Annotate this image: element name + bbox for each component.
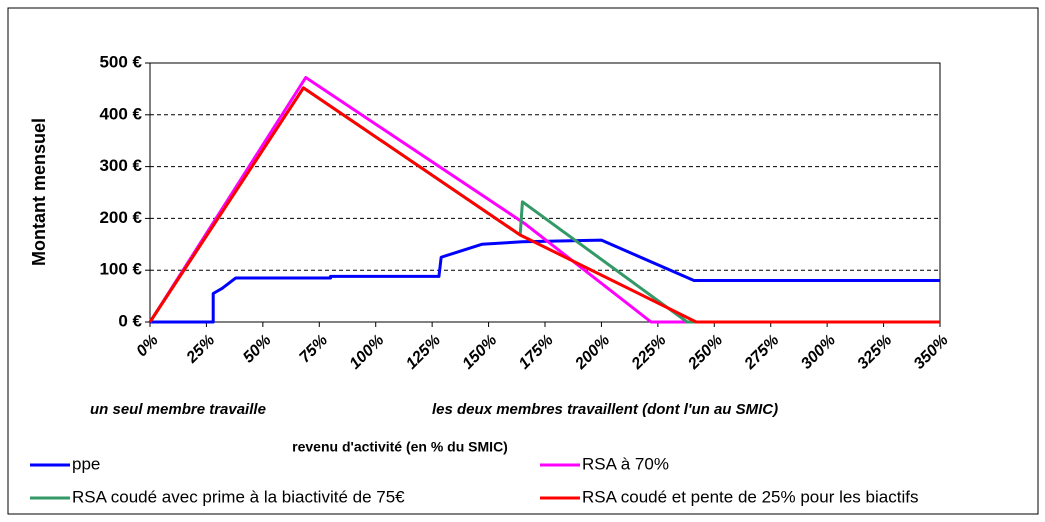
- y-tick-label: 0 €: [118, 311, 142, 330]
- y-tick-label: 500 €: [99, 52, 142, 71]
- y-axis-label: Montant mensuel: [29, 118, 49, 266]
- series-line: [150, 238, 940, 324]
- y-tick-label: 300 €: [99, 156, 142, 175]
- x-axis-label: revenu d'activité (en % du SMIC): [292, 439, 508, 455]
- plot-area: [149, 62, 941, 323]
- y-tick-label: 100 €: [99, 260, 142, 279]
- annotation: les deux membres travaillent (dont l'un …: [432, 401, 778, 418]
- legend-label: ppe: [72, 454, 100, 473]
- legend-label: RSA coudé avec prime à la biactivité de …: [72, 487, 405, 506]
- series-line: [148, 86, 940, 324]
- y-tick-label: 200 €: [99, 208, 142, 227]
- y-tick-label: 400 €: [99, 104, 142, 123]
- annotation: un seul membre travaille: [90, 401, 266, 418]
- legend-label: RSA coudé et pente de 25% pour les biact…: [582, 487, 918, 506]
- legend-label: RSA à 70%: [582, 454, 669, 473]
